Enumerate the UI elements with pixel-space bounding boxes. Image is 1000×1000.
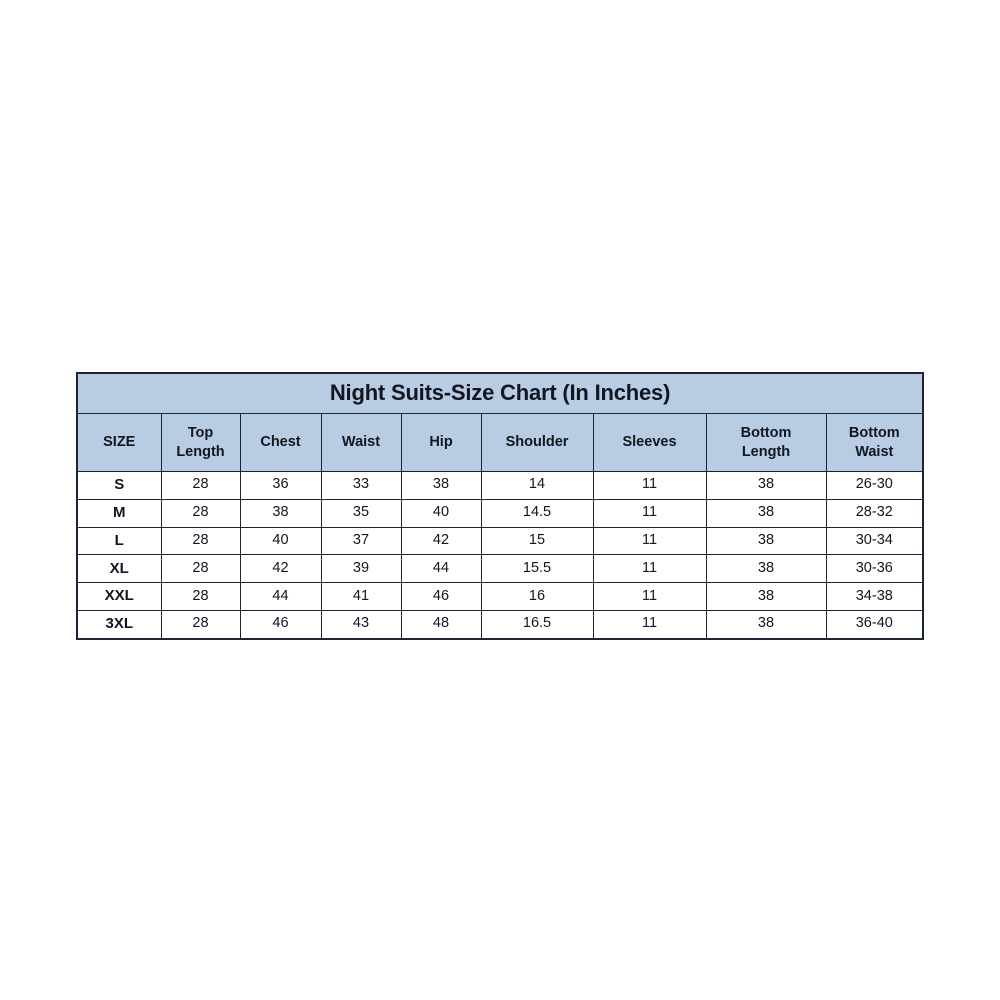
column-header-hip: Hip (400, 413, 482, 472)
cell-sleeves: 11 (592, 498, 707, 528)
cell-shoulder: 14 (480, 471, 594, 500)
column-header-sleeves: Sleeves (592, 413, 707, 472)
column-header-shoulder: Shoulder (480, 413, 594, 472)
cell-size: 3XL (76, 609, 162, 640)
cell-top-length: 28 (160, 582, 241, 611)
table-row: 3XL 28 46 43 48 16.5 11 38 36-40 (76, 609, 924, 640)
cell-bottom-length: 38 (705, 498, 827, 528)
cell-bottom-waist: 26-30 (825, 471, 924, 500)
chart-title-row: Night Suits-Size Chart (In Inches) (76, 372, 924, 414)
cell-bottom-waist: 34-38 (825, 582, 924, 611)
cell-size: S (76, 471, 162, 500)
cell-chest: 40 (239, 526, 322, 556)
column-header-row: SIZE Top Length Chest Waist Hip Shoulder (76, 413, 924, 472)
cell-top-length: 28 (160, 554, 241, 584)
cell-top-length: 28 (160, 471, 241, 500)
column-header-top-length: Top Length (160, 413, 241, 472)
cell-sleeves: 11 (592, 609, 707, 640)
cell-waist: 39 (320, 554, 402, 584)
cell-top-length: 28 (160, 498, 241, 528)
cell-chest: 42 (239, 554, 322, 584)
column-header-size: SIZE (76, 413, 162, 472)
size-chart-body: S 28 36 33 38 14 11 38 26-30 M 28 38 35 … (76, 471, 924, 640)
cell-bottom-length: 38 (705, 471, 827, 500)
cell-size: XXL (76, 582, 162, 611)
cell-size: XL (76, 554, 162, 584)
cell-shoulder: 16.5 (480, 609, 594, 640)
cell-chest: 46 (239, 609, 322, 640)
table-row: XXL 28 44 41 46 16 11 38 34-38 (76, 582, 924, 611)
cell-waist: 43 (320, 609, 402, 640)
header-line: Length (741, 443, 791, 460)
cell-sleeves: 11 (592, 582, 707, 611)
cell-size: L (76, 526, 162, 556)
cell-chest: 38 (239, 498, 322, 528)
cell-bottom-length: 38 (705, 554, 827, 584)
column-header-bottom-length: Bottom Length (705, 413, 827, 472)
header-line: Sleeves (622, 434, 677, 451)
cell-shoulder: 15 (480, 526, 594, 556)
size-chart-table: Night Suits-Size Chart (In Inches) SIZE … (76, 372, 925, 640)
header-line: Bottom (740, 425, 792, 442)
header-line: Length (176, 443, 225, 460)
cell-waist: 35 (320, 498, 402, 528)
cell-shoulder: 16 (480, 582, 594, 611)
header-line: Waist (341, 434, 381, 451)
cell-bottom-waist: 28-32 (825, 498, 924, 528)
cell-hip: 38 (400, 471, 482, 500)
cell-sleeves: 11 (592, 554, 707, 584)
cell-hip: 48 (400, 609, 482, 640)
header-line: SIZE (103, 434, 136, 451)
cell-waist: 33 (320, 471, 402, 500)
cell-top-length: 28 (160, 526, 241, 556)
cell-bottom-length: 38 (705, 526, 827, 556)
size-chart-container: Night Suits-Size Chart (In Inches) SIZE … (76, 372, 925, 640)
table-row: XL 28 42 39 44 15.5 11 38 30-36 (76, 554, 924, 584)
cell-size: M (76, 498, 162, 528)
cell-shoulder: 15.5 (480, 554, 594, 584)
column-header-chest: Chest (239, 413, 322, 472)
cell-bottom-waist: 30-34 (825, 526, 924, 556)
cell-sleeves: 11 (592, 526, 707, 556)
cell-chest: 36 (239, 471, 322, 500)
header-line: Hip (429, 434, 453, 451)
cell-bottom-waist: 36-40 (825, 609, 924, 640)
header-line: Shoulder (505, 434, 569, 451)
column-header-waist: Waist (320, 413, 402, 472)
header-line: Top (187, 425, 214, 442)
cell-sleeves: 11 (592, 471, 707, 500)
cell-chest: 44 (239, 582, 322, 611)
cell-waist: 37 (320, 526, 402, 556)
cell-top-length: 28 (160, 609, 241, 640)
header-line: Waist (855, 443, 894, 460)
chart-title: Night Suits-Size Chart (In Inches) (76, 372, 924, 414)
header-line: Bottom (848, 425, 900, 442)
table-row: M 28 38 35 40 14.5 11 38 28-32 (76, 498, 924, 528)
cell-hip: 40 (400, 498, 482, 528)
header-line: Chest (260, 434, 301, 451)
cell-hip: 44 (400, 554, 482, 584)
table-row: S 28 36 33 38 14 11 38 26-30 (76, 471, 924, 500)
cell-hip: 46 (400, 582, 482, 611)
cell-bottom-length: 38 (705, 609, 827, 640)
table-row: L 28 40 37 42 15 11 38 30-34 (76, 526, 924, 556)
cell-shoulder: 14.5 (480, 498, 594, 528)
cell-hip: 42 (400, 526, 482, 556)
cell-waist: 41 (320, 582, 402, 611)
cell-bottom-length: 38 (705, 582, 827, 611)
cell-bottom-waist: 30-36 (825, 554, 924, 584)
column-header-bottom-waist: Bottom Waist (825, 413, 924, 472)
